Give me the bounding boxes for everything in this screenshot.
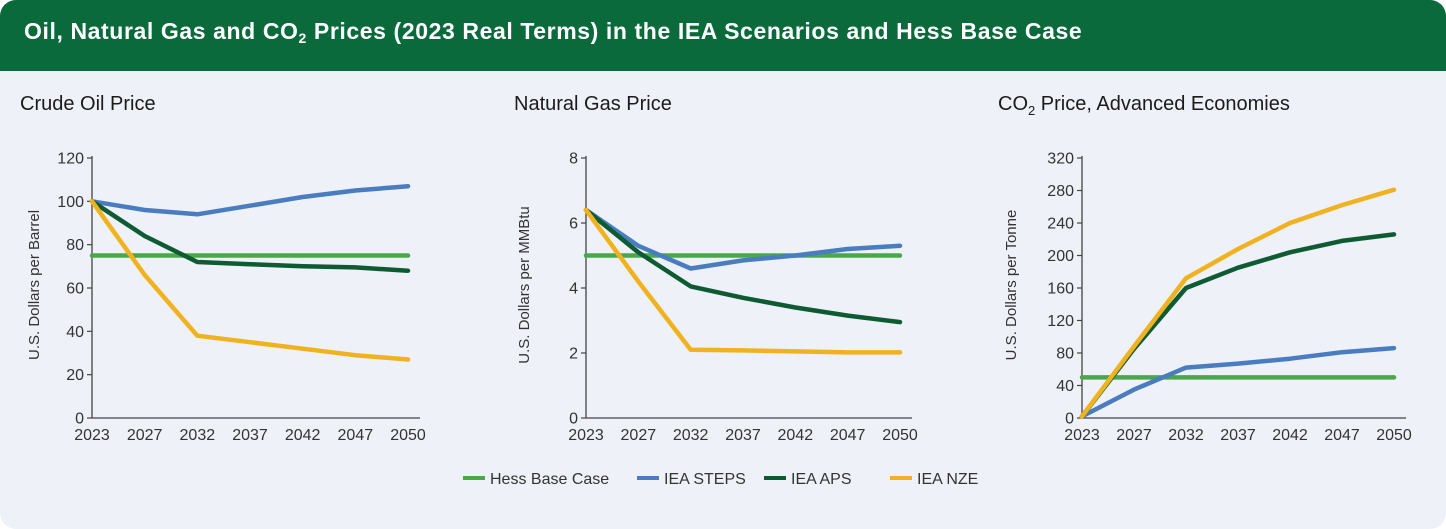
oil-y-tick-label: 0 [75, 411, 84, 428]
oil-y-tick-label: 120 [57, 151, 84, 168]
gas-x-tick-label: 2047 [830, 427, 866, 444]
gas-y-tick-label: 0 [569, 411, 578, 428]
legend-label-steps: IEA STEPS [664, 471, 746, 488]
gas-x-tick-label: 2032 [673, 427, 709, 444]
oil-x-tick-label: 2042 [285, 427, 321, 444]
gas-y-tick-label: 6 [569, 216, 578, 233]
oil-series-nze [89, 199, 411, 362]
header-banner: Oil, Natural Gas and CO2 Prices (2023 Re… [0, 0, 1446, 71]
co2-y-tick-label: 80 [1056, 346, 1074, 363]
co2-x-tick-label: 2023 [1064, 427, 1100, 444]
co2-y-tick-label: 280 [1047, 183, 1074, 200]
co2-title-post: Price, Advanced Economies [1035, 93, 1290, 115]
legend-label-hess: Hess Base Case [490, 471, 609, 488]
oil-y-axis-label: U.S. Dollars per Barrel [26, 210, 43, 360]
co2-x-tick-label: 2050 [1376, 427, 1412, 444]
gas-series-aps [583, 207, 903, 325]
oil-x-tick-label: 2050 [390, 427, 426, 444]
co2-x-tick-label: 2032 [1168, 427, 1204, 444]
co2-y-tick-label: 240 [1047, 216, 1074, 233]
gas-x-tick-label: 2050 [882, 427, 918, 444]
co2-series-steps [1079, 345, 1397, 419]
co2-x-tick-label: 2037 [1220, 427, 1256, 444]
oil-x-tick-label: 2027 [127, 427, 163, 444]
co2-chart: 0 40 80 120 160 200 240 280 320 2023 2027 2032 2037 2… [1047, 151, 1412, 445]
co2-x-tick-label: 2047 [1324, 427, 1360, 444]
legend-label-nze: IEA NZE [917, 471, 978, 488]
co2-y-tick-label: 320 [1047, 151, 1074, 168]
gas-x-tick-label: 2037 [725, 427, 761, 444]
oil-chart: 0 20 40 60 80 100 120 2023 2027 2032 2037 2042 2047 2… [57, 151, 426, 445]
co2-x-tick-label: 2042 [1272, 427, 1308, 444]
gas-x-tick-label: 2042 [778, 427, 814, 444]
gas-y-tick-label: 2 [569, 346, 578, 363]
oil-chart-title: Crude Oil Price [20, 93, 156, 115]
banner-title: Oil, Natural Gas and CO2 Prices (2023 Re… [24, 18, 1082, 46]
co2-series-nze [1079, 187, 1397, 419]
oil-x-tick-label: 2032 [180, 427, 216, 444]
co2-title-sub: 2 [1028, 103, 1035, 118]
gas-chart: 0 2 4 6 8 2023 2027 2032 2037 2042 2047 2050 [568, 151, 918, 445]
oil-x-tick-label: 2047 [338, 427, 374, 444]
co2-chart-title: CO2 Price, Advanced Economies [998, 93, 1290, 118]
gas-y-axis-label: U.S. Dollars per MMBtu [516, 206, 533, 364]
oil-y-tick-label: 20 [66, 367, 84, 384]
oil-series-steps [89, 183, 411, 217]
co2-title-pre: CO [998, 93, 1028, 115]
banner-title-pre: Oil, Natural Gas and CO [24, 18, 299, 44]
banner-title-post: Prices (2023 Real Terms) in the IEA Scen… [306, 18, 1083, 44]
oil-series-aps [89, 199, 411, 273]
gas-x-tick-label: 2023 [568, 427, 604, 444]
gas-x-tick-label: 2027 [621, 427, 657, 444]
co2-y-axis-label: U.S. Dollars per Tonne [1003, 210, 1020, 361]
legend-label-aps: IEA APS [791, 471, 851, 488]
co2-y-tick-label: 120 [1047, 313, 1074, 330]
co2-x-tick-label: 2027 [1116, 427, 1152, 444]
gas-y-tick-label: 4 [569, 281, 578, 298]
oil-x-tick-label: 2037 [232, 427, 268, 444]
gas-series-nze [583, 207, 903, 355]
legend: Hess Base Case IEA STEPS IEA APS IEA NZE [463, 471, 978, 488]
gas-y-tick-label: 8 [569, 151, 578, 168]
oil-y-tick-label: 100 [57, 194, 84, 211]
gas-chart-title: Natural Gas Price [514, 93, 672, 115]
oil-y-tick-label: 60 [66, 281, 84, 298]
oil-y-tick-label: 80 [66, 237, 84, 254]
co2-y-tick-label: 200 [1047, 248, 1074, 265]
oil-y-tick-label: 40 [66, 324, 84, 341]
oil-x-tick-label: 2023 [74, 427, 110, 444]
co2-y-tick-label: 160 [1047, 281, 1074, 298]
banner-title-subscript: 2 [298, 30, 307, 46]
co2-y-tick-label: 0 [1065, 411, 1074, 428]
co2-y-tick-label: 40 [1056, 378, 1074, 395]
gas-series-steps [583, 207, 903, 271]
co2-series-aps [1079, 232, 1397, 419]
